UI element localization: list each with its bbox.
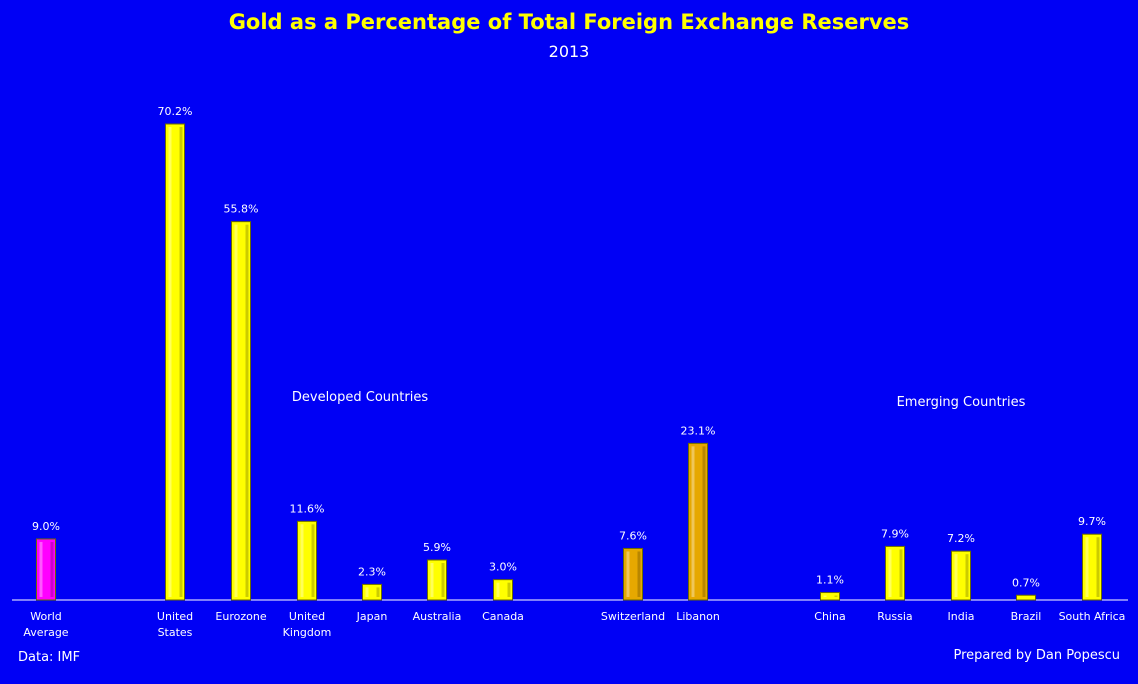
value-label-brazil: 0.7% (1012, 576, 1040, 589)
credit-label: Prepared by Dan Popescu (953, 648, 1121, 663)
bar-highlight-china (823, 595, 827, 597)
value-label-china: 1.1% (816, 574, 844, 587)
value-label-canada: 3.0% (489, 561, 517, 574)
value-label-india: 7.2% (947, 532, 975, 545)
bar-shade-china (834, 595, 838, 597)
value-label-switzerland: 7.6% (619, 529, 647, 542)
source-label: Data: IMF (18, 650, 81, 665)
bar-united-kingdom (297, 520, 317, 601)
bar-united-states (165, 123, 185, 601)
bar-shade-japan (376, 587, 380, 597)
value-label-eurozone: 55.8% (224, 203, 259, 216)
value-label-libanon: 23.1% (681, 424, 716, 437)
category-label-united-kingdom: United Kingdom (283, 610, 332, 639)
bar-highlight-world-average (39, 541, 43, 597)
bar-brazil (1016, 594, 1036, 601)
category-label-india: India (948, 610, 975, 623)
category-label-russia: Russia (877, 610, 912, 623)
bar-russia (885, 545, 905, 601)
bar-highlight-australia (430, 562, 434, 597)
category-label-australia: Australia (413, 610, 462, 623)
value-label-world-average: 9.0% (32, 520, 60, 533)
category-label-china: China (814, 610, 845, 623)
category-label-united-states: United States (157, 610, 193, 639)
bar-australia (427, 559, 447, 601)
value-label-australia: 5.9% (423, 541, 451, 554)
bar-shade-australia (441, 562, 445, 597)
bar-shade-canada (507, 582, 511, 597)
bar-highlight-united-states (168, 127, 172, 597)
bar-shade-libanon (702, 446, 706, 597)
value-label-united-kingdom: 11.6% (290, 502, 325, 515)
bar-china (820, 592, 840, 601)
category-label-canada: Canada (482, 610, 524, 623)
bar-world-average (36, 538, 56, 601)
category-label-world-average: World Average (23, 610, 68, 639)
bar-highlight-south-africa (1085, 537, 1089, 597)
bar-highlight-canada (496, 582, 500, 597)
bar-eurozone (231, 221, 251, 601)
bar-highlight-united-kingdom (300, 524, 304, 597)
bar-shade-united-kingdom (311, 524, 315, 597)
bar-shade-united-states (179, 127, 183, 597)
category-label-libanon: Libanon (676, 610, 720, 623)
bar-switzerland (623, 547, 643, 601)
bar-highlight-libanon (691, 446, 695, 597)
bar-libanon (688, 442, 708, 601)
chart-subtitle: 2013 (548, 42, 590, 61)
bar-highlight-switzerland (626, 551, 630, 597)
chart-title: Gold as a Percentage of Total Foreign Ex… (228, 10, 910, 34)
bar-india (951, 550, 971, 601)
value-label-south-africa: 9.7% (1078, 515, 1106, 528)
bar-japan (362, 583, 382, 601)
category-label-eurozone: Eurozone (215, 610, 266, 623)
bar-canada (493, 579, 513, 601)
bar-highlight-russia (888, 549, 892, 597)
bar-shade-russia (899, 549, 903, 597)
value-label-japan: 2.3% (358, 565, 386, 578)
bar-south-africa (1082, 533, 1102, 601)
category-label-brazil: Brazil (1011, 610, 1042, 623)
bar-highlight-eurozone (234, 224, 238, 597)
bar-shade-world-average (50, 541, 54, 597)
value-label-russia: 7.9% (881, 527, 909, 540)
bar-shade-switzerland (637, 551, 641, 597)
category-label-switzerland: Switzerland (601, 610, 665, 623)
bar-shade-india (965, 554, 969, 597)
annotation-emerging-countries: Emerging Countries (897, 395, 1026, 410)
bar-highlight-japan (365, 587, 369, 597)
bar-shade-eurozone (245, 224, 249, 597)
bar-highlight-india (954, 554, 958, 597)
category-label-japan: Japan (356, 610, 388, 623)
annotation-developed-countries: Developed Countries (292, 390, 428, 405)
bar-shade-south-africa (1096, 537, 1100, 597)
value-label-united-states: 70.2% (158, 105, 193, 118)
category-label-south-africa: South Africa (1059, 610, 1126, 623)
